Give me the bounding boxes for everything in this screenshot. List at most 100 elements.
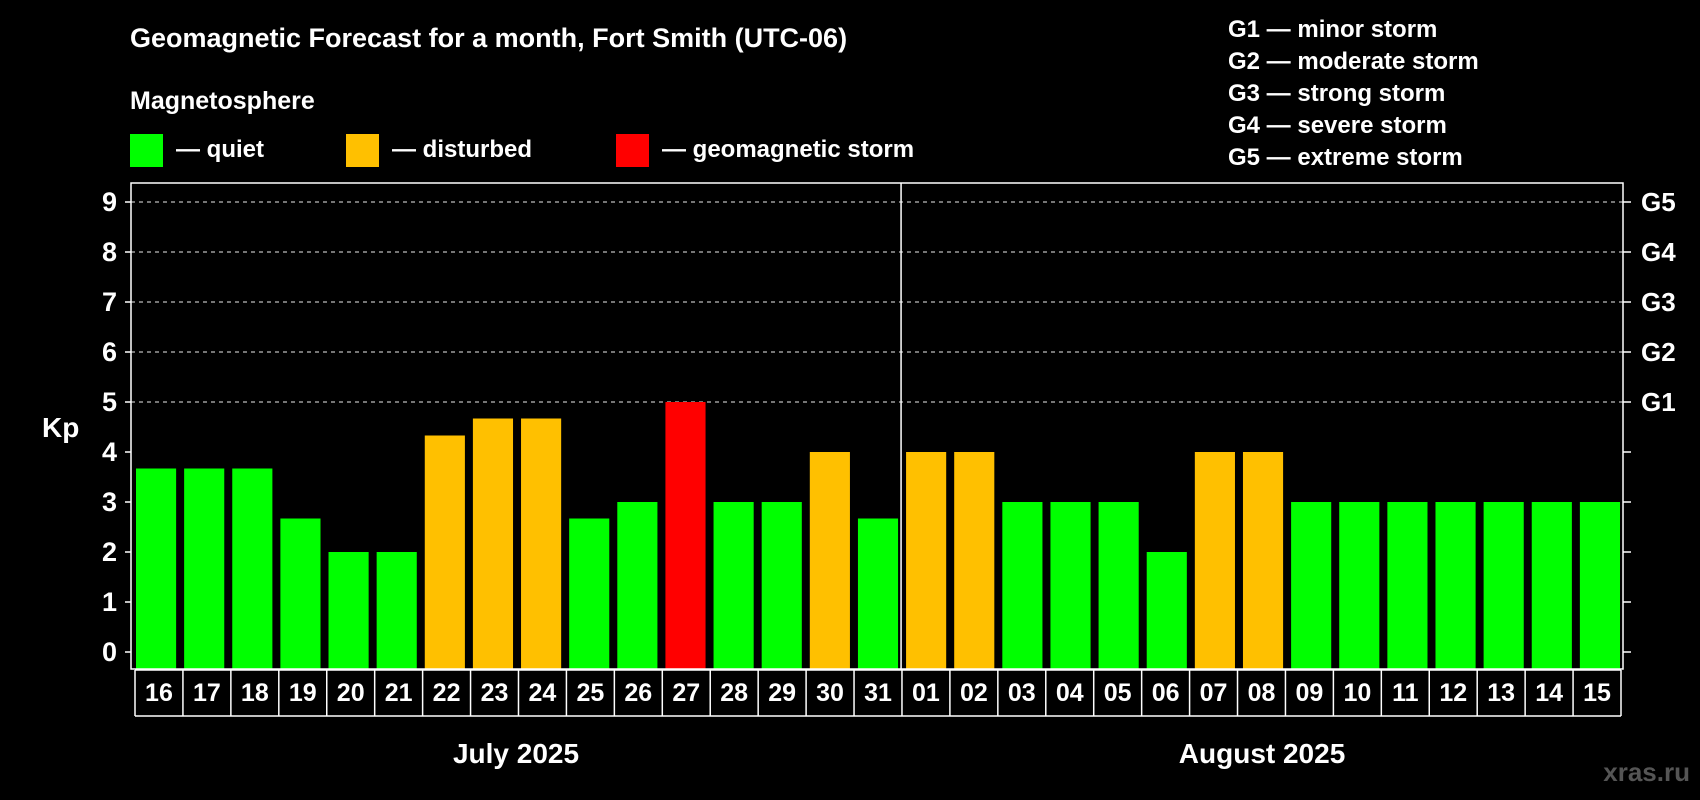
storm-level-g3: G3 — strong storm (1228, 80, 1445, 107)
y-tick-label-7: 7 (102, 287, 117, 317)
day-label-18: 18 (241, 679, 269, 707)
y-tick-label-5: 5 (102, 387, 117, 417)
bar-day-17 (954, 452, 995, 669)
bar-day-16 (906, 452, 947, 669)
month-label-1: August 2025 (1179, 738, 1346, 769)
bars (136, 402, 1620, 669)
storm-level-g2: G2 — moderate storm (1228, 48, 1479, 75)
day-label-08: 08 (1248, 679, 1276, 707)
day-label-20: 20 (337, 679, 365, 707)
storm-level-g4: G4 — severe storm (1228, 112, 1447, 139)
legend-disturbed-label: — disturbed (392, 136, 532, 163)
day-label-05: 05 (1104, 679, 1132, 707)
day-label-31: 31 (864, 679, 892, 707)
bar-day-26 (1387, 502, 1428, 669)
y-tick-label-6: 6 (102, 337, 117, 367)
storm-level-tick-G4: G4 (1641, 237, 1676, 267)
legend-quiet: — quiet (130, 134, 264, 167)
legend-quiet-label: — quiet (176, 136, 264, 163)
day-label-25: 25 (576, 679, 604, 707)
storm-level-tick-G2: G2 (1641, 337, 1676, 367)
bar-day-3 (280, 518, 321, 669)
day-label-06: 06 (1152, 679, 1180, 707)
day-label-01: 01 (912, 679, 940, 707)
bar-day-14 (809, 452, 850, 669)
y-axis-label: Kp (42, 412, 79, 443)
bar-day-12 (713, 502, 754, 669)
bar-day-4 (328, 552, 369, 669)
storm-level-tick-G3: G3 (1641, 287, 1676, 317)
storm-level-g1: G1 — minor storm (1228, 16, 1437, 43)
legend-storm-swatch (616, 134, 649, 167)
legend-quiet-swatch (130, 134, 163, 167)
legend-storm: — geomagnetic storm (616, 134, 914, 167)
day-label-13: 13 (1487, 679, 1515, 707)
bar-day-27 (1435, 502, 1476, 669)
bar-day-18 (1002, 502, 1043, 669)
bar-day-1 (184, 468, 225, 669)
grid-lines (131, 201, 1623, 403)
bar-day-6 (424, 435, 465, 669)
day-label-30: 30 (816, 679, 844, 707)
day-label-27: 27 (672, 679, 700, 707)
y-tick-label-0: 0 (102, 637, 117, 667)
day-label-26: 26 (624, 679, 652, 707)
day-label-17: 17 (193, 679, 221, 707)
day-label-19: 19 (289, 679, 317, 707)
day-label-11: 11 (1392, 679, 1419, 707)
plot-frame (130, 182, 1624, 670)
day-label-10: 10 (1343, 679, 1371, 707)
day-label-28: 28 (720, 679, 748, 707)
y-tick-label-8: 8 (102, 237, 117, 267)
day-label-22: 22 (433, 679, 461, 707)
day-label-16: 16 (145, 679, 173, 707)
bar-day-24 (1291, 502, 1332, 669)
month-label-0: July 2025 (453, 738, 579, 769)
day-label-09: 09 (1296, 679, 1324, 707)
day-label-04: 04 (1056, 679, 1084, 707)
y-tick-label-3: 3 (102, 487, 117, 517)
y-tick-label-1: 1 (102, 587, 117, 617)
bar-day-10 (617, 502, 658, 669)
bar-day-9 (569, 518, 610, 669)
bar-day-23 (1242, 452, 1284, 669)
plot-border (130, 182, 1624, 670)
storm-level-legend: G1 — minor storm G2 — moderate storm G3 … (1228, 16, 1479, 171)
bar-day-11 (665, 402, 706, 669)
bar-day-30 (1579, 502, 1620, 669)
bar-day-19 (1050, 502, 1091, 669)
storm-level-tick-G1: G1 (1641, 387, 1676, 417)
bar-day-13 (761, 502, 802, 669)
legend-disturbed-swatch (346, 134, 379, 167)
bar-day-15 (857, 518, 899, 669)
day-label-23: 23 (481, 679, 509, 707)
storm-level-ticks: G1 G2 G3 G4 G5 (1623, 187, 1676, 653)
storm-level-g5: G5 — extreme storm (1228, 144, 1463, 171)
legend-storm-label: — geomagnetic storm (662, 136, 914, 163)
bar-day-25 (1339, 502, 1380, 669)
bar-day-5 (376, 552, 417, 669)
y-tick-label-9: 9 (102, 187, 117, 217)
day-label-07: 07 (1200, 679, 1228, 707)
legend-section-title: Magnetosphere (130, 87, 315, 115)
y-tick-label-4: 4 (102, 437, 117, 467)
month-labels: July 2025 August 2025 (453, 738, 1345, 769)
bar-day-7 (472, 418, 514, 669)
y-tick-label-2: 2 (102, 537, 117, 567)
bar-day-0 (136, 468, 177, 669)
day-labels: 16 17 18 19 20 21 22 23 24 25 26 27 28 29 30 31 01 02 03 04… (134, 669, 1622, 717)
day-label-29: 29 (768, 679, 796, 707)
day-label-24: 24 (529, 679, 557, 707)
day-label-15: 15 (1583, 679, 1611, 707)
day-label-12: 12 (1439, 679, 1467, 707)
watermark: xras.ru (1603, 757, 1690, 787)
bar-day-28 (1483, 502, 1524, 669)
day-label-14: 14 (1535, 679, 1563, 707)
day-label-02: 02 (960, 679, 988, 707)
bar-day-8 (521, 418, 562, 669)
bar-day-29 (1531, 502, 1572, 669)
chart-title: Geomagnetic Forecast for a month, Fort S… (130, 23, 847, 53)
storm-level-tick-G5: G5 (1641, 187, 1676, 217)
bar-day-22 (1194, 452, 1235, 669)
